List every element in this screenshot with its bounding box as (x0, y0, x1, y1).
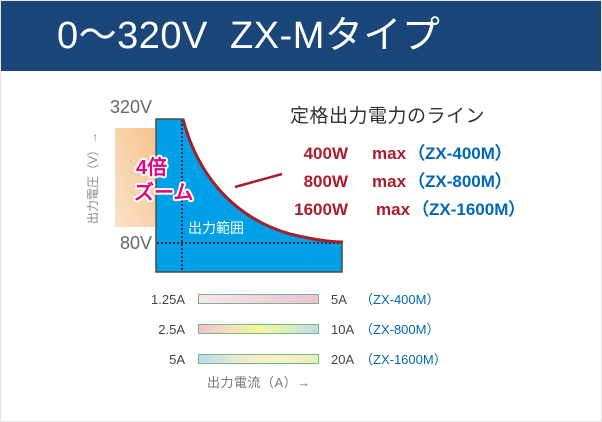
power-model: （ZX-400M） (408, 144, 512, 163)
zoom-range-box (115, 128, 155, 227)
zoom-badge-line1: 4倍 (136, 157, 168, 179)
power-max: max (372, 172, 407, 191)
power-model: （ZX-800M） (408, 172, 512, 191)
y-min-label: 80V (119, 233, 152, 253)
power-watts: 800W (303, 172, 348, 191)
power-watts: 400W (303, 144, 348, 163)
rated-power-curve (181, 118, 344, 244)
power-rating-row: 800W max （ZX-800M） (280, 171, 530, 193)
current-range-bar (198, 294, 319, 304)
y-max-label: 320V (109, 97, 152, 117)
current-max-label: 10A (331, 322, 355, 337)
current-model-label: （ZX-1600M） (360, 352, 447, 367)
rated-power-line-title: 定格出力電力のライン (290, 106, 486, 127)
x-axis-label: 出力電流（A）→ (207, 375, 311, 390)
power-watts: 1600W (294, 200, 348, 219)
current-max-label: 5A (331, 292, 347, 307)
current-range-bar (198, 354, 319, 364)
current-min-label: 1.25A (151, 292, 185, 307)
current-model-label: （ZX-800M） (360, 322, 440, 337)
power-rating-row: 400W max （ZX-400M） (280, 143, 530, 165)
power-model: （ZX-1600M） (412, 200, 526, 219)
current-min-label: 2.5A (158, 322, 185, 337)
curve-callout-line (234, 172, 283, 189)
current-min-label: 5A (169, 352, 185, 367)
power-max: max (372, 144, 407, 163)
zoom-badge-line2: ズーム (134, 182, 194, 204)
y-axis-label: 出力電圧（V）→ (86, 132, 100, 225)
header-banner: 0〜320V ZX-Mタイプ (1, 1, 601, 71)
output-range-label: 出力範囲 (188, 220, 244, 236)
power-max: max (376, 200, 411, 219)
power-rating-row: 1600W max （ZX-1600M） (280, 199, 540, 221)
page-title: 0〜320V ZX-Mタイプ (57, 15, 441, 57)
current-max-label: 20A (331, 352, 355, 367)
current-model-label: （ZX-400M） (360, 292, 440, 307)
current-range-bar (198, 324, 319, 334)
